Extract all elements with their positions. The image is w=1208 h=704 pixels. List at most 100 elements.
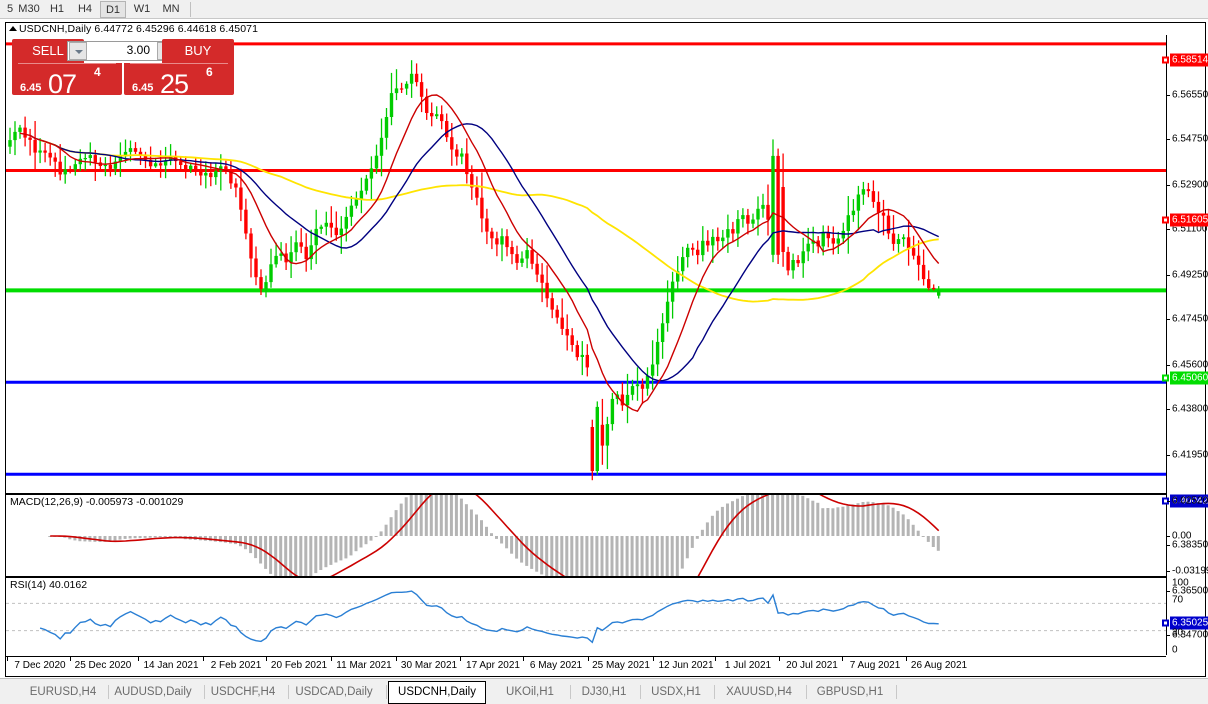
price-scale-label: 6.54750	[1172, 133, 1208, 145]
rsi-scale-label: 0	[1172, 644, 1178, 656]
scale-tick	[1167, 635, 1170, 636]
time-tick	[396, 657, 397, 661]
time-label: 14 Jan 2021	[143, 660, 199, 671]
price-tag[interactable]: 6.35025	[1170, 616, 1208, 630]
rsi-scale-label: 100	[1172, 577, 1189, 589]
tab-separator	[806, 685, 807, 699]
price-tag[interactable]: 6.58514	[1170, 53, 1208, 67]
buy-price-quote[interactable]: 6.45 25 6	[124, 63, 234, 95]
symbol-tab-gbpusd[interactable]: GBPUSD,H1	[816, 686, 884, 698]
timeframe-toolbar: 5 M30 H1 H4 D1 W1 MN	[0, 0, 1208, 19]
scale-tick	[1167, 409, 1170, 410]
buy-button[interactable]: BUY	[162, 39, 234, 63]
scale-tick	[1167, 95, 1170, 96]
symbol-tab-bar[interactable]: EURUSD,H4 AUDUSD,Daily USDCHF,H4 USDCAD,Dai…	[0, 678, 1208, 704]
price-scale-label: 6.38350	[1172, 539, 1208, 551]
symbol-tab-usdcad[interactable]: USDCAD,Daily	[295, 686, 373, 698]
symbol-tab-usdx[interactable]: USDX,H1	[651, 686, 701, 698]
symbol-tab-audusd[interactable]: AUDUSD,Daily	[114, 686, 192, 698]
time-tick	[7, 657, 8, 661]
time-label: 7 Aug 2021	[849, 660, 901, 671]
scale-tick	[1167, 229, 1170, 230]
collapse-triangle-icon[interactable]	[9, 26, 17, 31]
toolbar-separator	[190, 2, 191, 17]
time-tick	[460, 657, 461, 661]
symbol-tab-usdcnh[interactable]: USDCNH,Daily	[388, 681, 486, 704]
time-scale[interactable]: 7 Dec 2020 25 Dec 2020 14 Jan 2021 2 Feb 20…	[6, 656, 1166, 677]
symbol-tab-xauusd[interactable]: XAUUSD,H4	[726, 686, 792, 698]
time-tick	[70, 657, 71, 661]
time-tick	[715, 657, 716, 661]
chart-titlebar: USDCNH,Daily 6.44772 6.45296 6.44618 6.4…	[6, 23, 1205, 35]
price-tag-handle[interactable]	[1162, 374, 1169, 382]
timeframe-H1[interactable]: H1	[49, 3, 65, 15]
rsi-scale-label: 30	[1172, 627, 1184, 639]
tab-separator	[570, 685, 571, 699]
macd-scale-label: -0.031994	[1172, 565, 1208, 577]
price-tag-handle[interactable]	[1162, 216, 1169, 224]
oct-header-row: SELL 3.00 BUY	[12, 39, 234, 63]
time-label: 12 Jun 2021	[658, 660, 714, 671]
symbol-tab-usdchf[interactable]: USDCHF,H4	[210, 686, 276, 698]
timeframe-H4[interactable]: H4	[77, 3, 93, 15]
quote-divider	[18, 63, 116, 64]
time-label: 30 Mar 2021	[400, 660, 458, 671]
time-label: 11 Mar 2021	[336, 660, 392, 671]
tab-separator	[714, 685, 715, 699]
symbol-tab-ukoil[interactable]: UKOil,H1	[506, 686, 554, 698]
time-label: 2 Feb 2021	[210, 660, 262, 671]
time-label: 6 May 2021	[529, 660, 583, 671]
volume-decrement-button[interactable]	[69, 42, 87, 60]
price-scale-label: 6.56550	[1172, 89, 1208, 101]
timeframe-MN[interactable]: MN	[162, 3, 180, 15]
time-tick	[588, 657, 589, 661]
macd-scale-tick	[1167, 501, 1170, 502]
timeframe-M30[interactable]: M30	[18, 3, 40, 15]
timeframe-W1[interactable]: W1	[133, 3, 151, 15]
rsi-pane[interactable]: RSI(14) 40.0162	[6, 577, 1166, 656]
timeframe-5[interactable]: 5	[6, 3, 14, 15]
timeframe-D1[interactable]: D1	[100, 1, 126, 18]
volume-input[interactable]: 3.00	[67, 41, 177, 61]
tab-separator	[204, 685, 205, 699]
buy-price-base: 6.45	[132, 82, 154, 94]
time-label: 17 Apr 2021	[466, 660, 520, 671]
price-pane[interactable]	[6, 35, 1166, 493]
one-click-trading-panel[interactable]: SELL 3.00 BUY 6.45 07 4	[12, 39, 234, 95]
tab-separator	[108, 685, 109, 699]
time-label: 7 Dec 2020	[14, 660, 66, 671]
price-tag[interactable]: 6.45060	[1170, 371, 1208, 385]
volume-value: 3.00	[126, 43, 150, 57]
scale-tick	[1167, 591, 1170, 592]
time-tick	[842, 657, 843, 661]
quote-divider	[130, 63, 228, 64]
price-tag[interactable]: 6.40042	[1170, 494, 1208, 508]
time-tick	[653, 657, 654, 661]
rsi-indicator-label: RSI(14) 40.0162	[10, 579, 88, 591]
time-label: 25 Dec 2020	[74, 660, 132, 671]
price-tag-handle[interactable]	[1162, 56, 1169, 64]
rsi-chart	[6, 590, 1166, 644]
tab-separator	[896, 685, 897, 699]
time-tick	[138, 657, 139, 661]
price-scale-label: 6.43800	[1172, 403, 1208, 415]
sell-price-big: 07	[48, 69, 77, 95]
price-scale-label: 6.47450	[1172, 313, 1208, 325]
price-scale-divider	[1166, 35, 1167, 655]
macd-pane[interactable]: MACD(12,26,9) -0.005973 -0.001029	[6, 494, 1166, 577]
price-tag[interactable]: 6.51605	[1170, 213, 1208, 227]
time-tick	[203, 657, 204, 661]
price-tag-handle[interactable]	[1162, 619, 1169, 627]
macd-scale-tick	[1167, 571, 1170, 572]
price-scale-label: 6.52900	[1172, 179, 1208, 191]
sell-price-quote[interactable]: 6.45 07 4	[12, 63, 122, 95]
time-label: 20 Feb 2021	[270, 660, 328, 671]
macd-chart	[48, 495, 940, 576]
scale-tick	[1167, 455, 1170, 456]
price-scale-label: 6.51100	[1172, 223, 1208, 235]
symbol-tab-eurusd[interactable]: EURUSD,H4	[29, 686, 97, 698]
symbol-tab-dj30[interactable]: DJ30,H1	[581, 686, 627, 698]
pane-divider-rsi	[6, 576, 1166, 577]
price-scale[interactable]: 6.56550 6.54750 6.52900 6.51100 6.49250 6.474…	[1162, 35, 1208, 656]
